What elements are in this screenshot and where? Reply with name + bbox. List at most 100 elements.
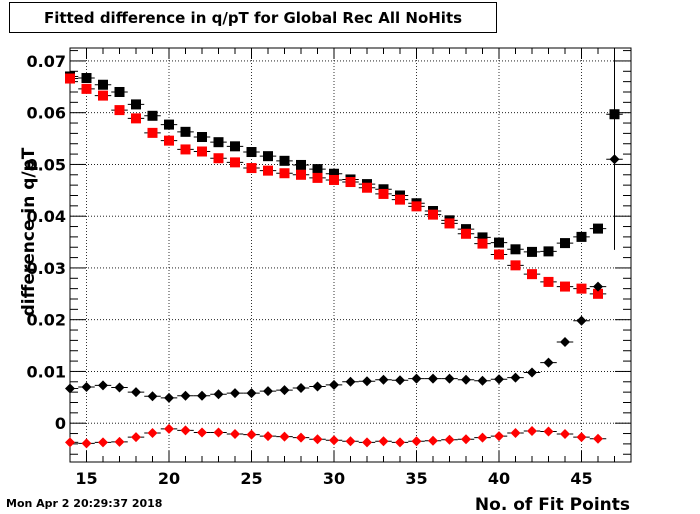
x-tick-label: 25 [240,469,262,488]
data-point-square [411,201,422,212]
data-point-square [477,238,488,249]
data-point-diamond [444,434,455,445]
data-point-square [312,172,323,183]
data-point-square [527,246,537,257]
data-point-square [180,126,191,137]
data-point-diamond [230,388,240,399]
data-point-diamond [576,432,587,443]
data-point-diamond [296,432,306,443]
data-point-diamond [593,281,603,292]
data-point-square [131,113,141,124]
data-point-diamond [345,376,356,387]
y-tick-label: 0 [55,414,66,433]
data-point-square [378,188,389,199]
data-point-diamond [246,388,257,399]
data-point-square [494,249,504,260]
data-point-square [279,155,290,166]
data-marks [65,48,623,449]
data-point-square [263,151,273,162]
data-point-diamond [180,425,191,436]
data-point-diamond [345,436,356,447]
data-point-square [395,194,405,205]
data-point-diamond [147,428,158,439]
data-point-diamond [527,367,537,378]
data-point-diamond [197,427,207,438]
data-point-square [279,168,290,179]
data-point-square [98,79,108,90]
data-point-diamond [197,390,207,401]
data-point-square [560,238,570,249]
data-point-square [428,209,438,220]
data-point-diamond [279,385,290,396]
data-point-square [164,135,174,146]
data-point-diamond [147,391,158,402]
data-point-square [461,228,471,239]
data-point-square [213,153,224,164]
data-point-diamond [395,437,405,448]
data-point-square [180,144,191,155]
data-point-square [147,127,158,138]
x-tick-label: 40 [488,469,510,488]
data-point-diamond [180,390,191,401]
data-point-diamond [395,375,405,386]
data-point-diamond [114,436,125,447]
data-point-diamond [560,429,570,440]
y-tick-label: 0.03 [27,259,66,278]
data-point-diamond [98,380,108,391]
data-point-diamond [609,154,620,165]
data-point-diamond [444,373,455,384]
data-point-square [329,168,339,179]
data-point-diamond [81,438,92,449]
data-point-square [543,276,554,287]
timestamp-label: Mon Apr 2 20:29:37 2018 [6,497,163,510]
data-point-diamond [131,387,141,398]
data-point-square [576,283,587,294]
data-point-square [81,83,92,94]
data-point-diamond [560,336,570,347]
y-tick-label: 0.05 [27,155,66,174]
data-point-square [477,232,488,243]
data-point-square [246,163,257,174]
data-point-square [230,157,240,168]
chart-title: Fitted difference in q/pT for Global Rec… [43,8,463,27]
data-point-diamond [411,373,422,384]
data-point-diamond [263,386,273,397]
data-point-diamond [593,433,603,444]
data-point-diamond [510,372,521,383]
data-point-diamond [543,426,554,437]
data-point-diamond [461,434,471,445]
data-point-square [131,99,141,110]
data-point-diamond [428,435,438,446]
data-point-square [345,177,356,188]
data-point-square [296,169,306,180]
data-point-diamond [411,436,422,447]
data-point-square [230,141,240,152]
data-point-diamond [213,427,224,438]
data-point-square [296,159,306,170]
y-tick-label: 0.01 [27,362,66,381]
data-point-square [114,105,125,116]
y-tick-label: 0.02 [27,311,66,330]
data-point-diamond [164,423,174,434]
y-axis-label: difference in q/pT [19,147,39,316]
x-tick-label: 35 [405,469,427,488]
data-point-square [510,244,521,255]
data-point-diamond [296,382,306,393]
data-point-diamond [461,374,471,385]
data-point-diamond [494,374,504,385]
x-axis-label: No. of Fit Points [475,495,630,514]
data-point-square [510,260,521,271]
data-point-square [147,110,158,121]
data-point-diamond [65,383,75,394]
data-point-diamond [312,434,323,445]
data-point-square [312,164,323,175]
data-point-diamond [576,315,587,326]
axis-tick-labels: 15 20 25 30 35 40 45 0 0.01 0.02 0.03 0.04 0.05 0.06 0… [27,52,593,488]
axis-ticks [69,48,632,462]
data-point-diamond [378,436,389,447]
data-point-square [329,174,339,185]
data-point-diamond [477,375,488,386]
data-point-square [197,132,207,143]
data-point-square [362,182,372,193]
data-point-square [543,246,554,257]
